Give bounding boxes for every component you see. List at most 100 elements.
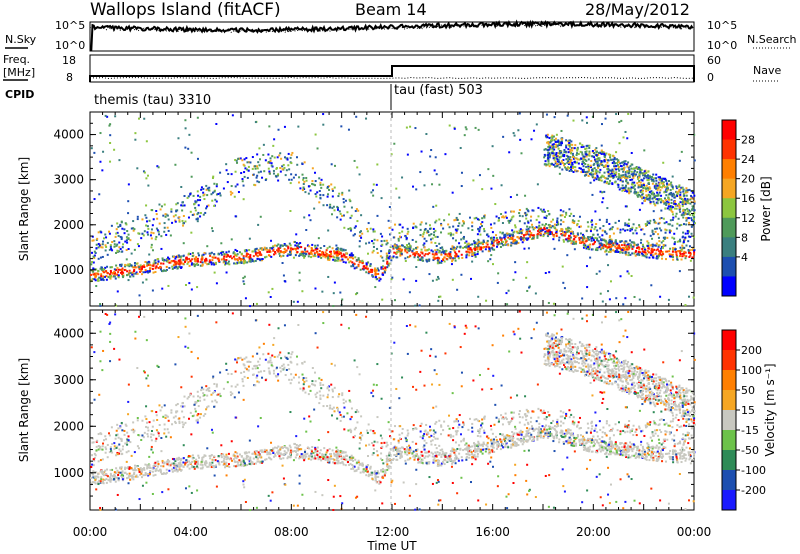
power-point [462, 237, 465, 240]
power-point [555, 155, 558, 158]
power-point [536, 183, 539, 186]
power-point [556, 165, 559, 168]
power-point [608, 169, 611, 172]
power-point [143, 264, 146, 267]
power-point [459, 245, 462, 248]
power-point [645, 184, 648, 187]
power-point [281, 244, 284, 247]
power-point [127, 273, 130, 276]
power-point [376, 272, 379, 275]
power-point [105, 270, 108, 273]
power-point [619, 162, 622, 165]
power-point [373, 269, 376, 272]
power-point [551, 163, 554, 166]
power-point [615, 158, 618, 161]
power-point [590, 171, 593, 174]
power-point [659, 247, 662, 250]
velocity-point [668, 455, 671, 458]
power-point [571, 149, 574, 152]
power-point [688, 255, 691, 258]
power-point [691, 219, 694, 222]
power-point [524, 233, 527, 236]
power-point [539, 227, 542, 230]
power-point [474, 249, 477, 252]
power-point [351, 254, 354, 257]
power-point [91, 261, 94, 264]
power-point [254, 165, 257, 168]
power-point [279, 246, 282, 249]
power-point [587, 238, 590, 241]
power-point [404, 250, 407, 253]
power-point [549, 233, 552, 236]
power-point [576, 233, 579, 236]
power-point [543, 148, 546, 151]
power-point [436, 248, 439, 251]
power-point [590, 173, 593, 176]
power-point [568, 169, 571, 172]
velocity-point [491, 450, 494, 453]
power-point [448, 213, 451, 216]
power-point [478, 230, 481, 233]
power-point [382, 273, 385, 276]
power-point [676, 240, 679, 243]
power-point [152, 218, 155, 221]
power-point [90, 273, 93, 276]
power-point [592, 163, 595, 166]
power-point [607, 246, 610, 249]
velocity-point [114, 480, 117, 483]
power-point [531, 226, 534, 229]
power-point [515, 241, 518, 244]
power-point [317, 253, 320, 256]
power-point [491, 242, 494, 245]
power-point [164, 215, 167, 218]
power-point [256, 251, 259, 254]
power-point [622, 303, 625, 306]
power-point [624, 229, 627, 232]
power-point [182, 254, 185, 257]
power-point [146, 233, 149, 236]
power-point [574, 144, 577, 147]
power-point [440, 259, 443, 262]
power-point [268, 250, 271, 253]
power-point [338, 253, 341, 256]
velocity-point [128, 474, 131, 477]
power-point [339, 218, 342, 221]
power-point [339, 248, 342, 251]
power-point [598, 171, 601, 174]
power-point [568, 150, 571, 153]
power-point [567, 227, 570, 230]
power-point [204, 260, 207, 263]
power-point [451, 258, 454, 261]
power-point [567, 140, 570, 143]
power-point [665, 190, 668, 193]
power-point [506, 232, 509, 235]
power-point [241, 159, 244, 162]
power-point [690, 232, 693, 235]
velocity-point [658, 452, 661, 455]
power-point [318, 253, 321, 256]
power-point [511, 236, 514, 239]
power-point [127, 263, 130, 266]
power-point [556, 145, 559, 148]
power-point [138, 268, 141, 271]
power-point [509, 219, 512, 222]
power-point [387, 219, 390, 222]
power-point [686, 210, 689, 213]
power-point [419, 254, 422, 257]
power-point [582, 233, 585, 236]
power-point [262, 153, 265, 156]
power-point [693, 235, 696, 238]
power-point [577, 153, 580, 156]
power-point [340, 125, 343, 128]
power-point [261, 259, 264, 262]
velocity-point [558, 438, 561, 441]
power-point [544, 160, 547, 163]
velocity-point [102, 480, 105, 483]
power-point [654, 198, 657, 201]
power-point [645, 196, 648, 199]
power-point [550, 136, 553, 139]
power-point [256, 167, 259, 170]
power-point [517, 242, 520, 245]
velocity-point [550, 428, 553, 431]
power-point [547, 145, 550, 148]
